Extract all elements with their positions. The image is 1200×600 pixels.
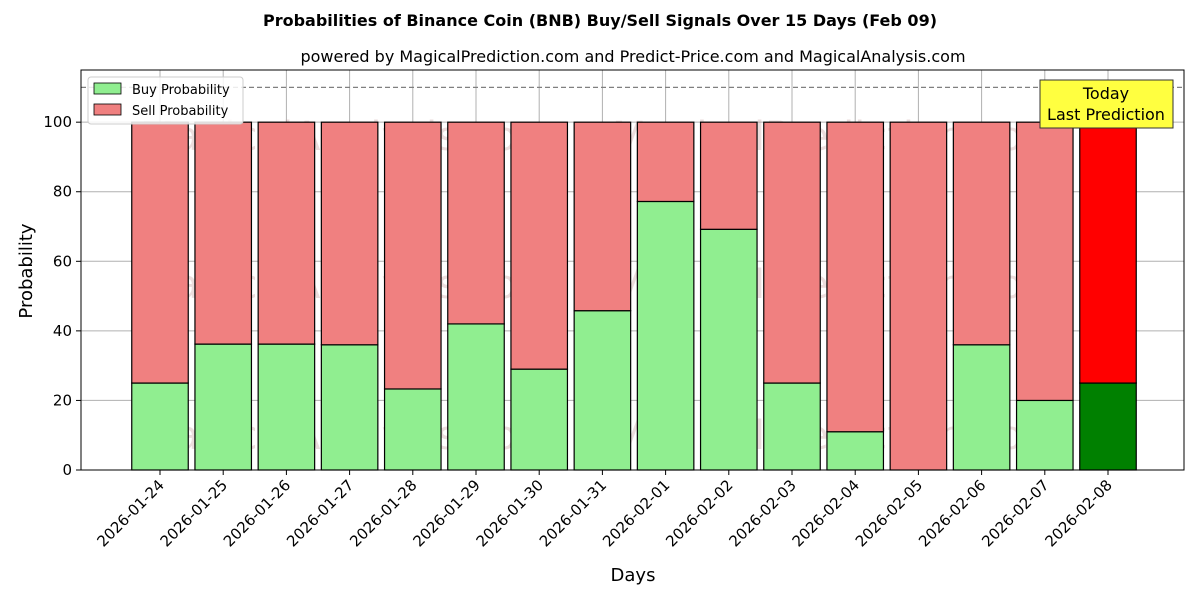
buy-bar [763, 382, 821, 471]
bars-layer [131, 121, 1137, 471]
sell-bar [636, 121, 695, 203]
legend: Buy Probability Sell Probability [87, 76, 244, 125]
buy-bar [194, 343, 253, 471]
legend-buy-swatch [93, 82, 122, 95]
today-annotation-line2: Last Prediction [1047, 105, 1165, 124]
y-tick-label: 60 [53, 252, 72, 270]
chart-title: Probabilities of Binance Coin (BNB) Buy/… [263, 11, 937, 30]
sell-bar [383, 121, 442, 390]
y-tick-label: 80 [53, 183, 72, 201]
sell-bar [194, 121, 253, 345]
sell-bar [1015, 121, 1074, 402]
x-tick-label: 2026-02-03 [725, 476, 799, 550]
buy-bar [1015, 399, 1074, 471]
buy-bar [636, 200, 695, 471]
x-tick-label: 2026-01-30 [473, 476, 547, 550]
buy-bar [573, 310, 632, 471]
y-tick-label: 0 [62, 461, 72, 479]
x-tick-label: 2026-02-02 [662, 476, 736, 550]
buy-bar [131, 382, 189, 471]
sell-bar [889, 121, 948, 471]
buy-bar [952, 344, 1011, 471]
sell-bar [573, 121, 632, 312]
x-axis-ticks: 2026-01-242026-01-252026-01-262026-01-27… [93, 470, 1116, 550]
x-tick-label: 2026-02-01 [599, 476, 673, 550]
x-tick-label: 2026-01-31 [536, 476, 610, 550]
sell-bar [763, 121, 821, 384]
x-tick-label: 2026-01-24 [93, 476, 167, 550]
sell-bar [952, 121, 1011, 346]
sell-bar [131, 121, 189, 384]
today-annotation: Today Last Prediction [1039, 79, 1174, 129]
today-annotation-line1: Today [1082, 84, 1129, 103]
sell-bar [447, 121, 505, 325]
buy-bar [257, 343, 316, 471]
x-tick-label: 2026-01-26 [220, 476, 294, 550]
x-tick-label: 2026-02-07 [978, 476, 1052, 550]
sell-bar [320, 121, 379, 346]
y-tick-label: 20 [53, 391, 72, 409]
x-tick-label: 2026-02-06 [915, 476, 989, 550]
sell-bar [699, 121, 758, 230]
chart-subtitle: powered by MagicalPrediction.com and Pre… [300, 47, 965, 66]
sell-bar [826, 121, 885, 433]
x-tick-label: 2026-01-25 [157, 476, 231, 550]
sell-bar [510, 121, 569, 370]
today-annotation-box [1039, 79, 1174, 129]
buy-bar [699, 228, 758, 471]
x-tick-label: 2026-02-04 [789, 476, 863, 550]
plot-frame [80, 69, 1185, 471]
legend-buy-label: Buy Probability [132, 83, 230, 98]
x-tick-label: 2026-01-28 [346, 476, 420, 550]
x-tick-label: 2026-01-29 [409, 476, 483, 550]
legend-sell-swatch [93, 103, 122, 116]
x-axis-label: Days [611, 565, 656, 586]
buy-bar [320, 344, 379, 471]
legend-box [87, 76, 244, 125]
y-tick-label: 40 [53, 322, 72, 340]
buy-bar [510, 368, 569, 471]
x-tick-label: 2026-01-27 [283, 476, 357, 550]
sell-bar [257, 121, 316, 345]
y-axis-label: Probability [16, 223, 37, 318]
x-tick-label: 2026-02-08 [1041, 476, 1115, 550]
buy-bar [1079, 382, 1137, 471]
buy-bar [826, 431, 885, 471]
y-tick-label: 100 [43, 113, 72, 131]
y-axis-ticks: 0 20 40 60 80 100 [43, 113, 81, 479]
x-tick-label: 2026-02-05 [852, 476, 926, 550]
sell-bar [1079, 121, 1137, 384]
buy-bar [447, 323, 505, 471]
legend-sell-label: Sell Probability [132, 104, 229, 119]
buy-bar [383, 388, 442, 471]
